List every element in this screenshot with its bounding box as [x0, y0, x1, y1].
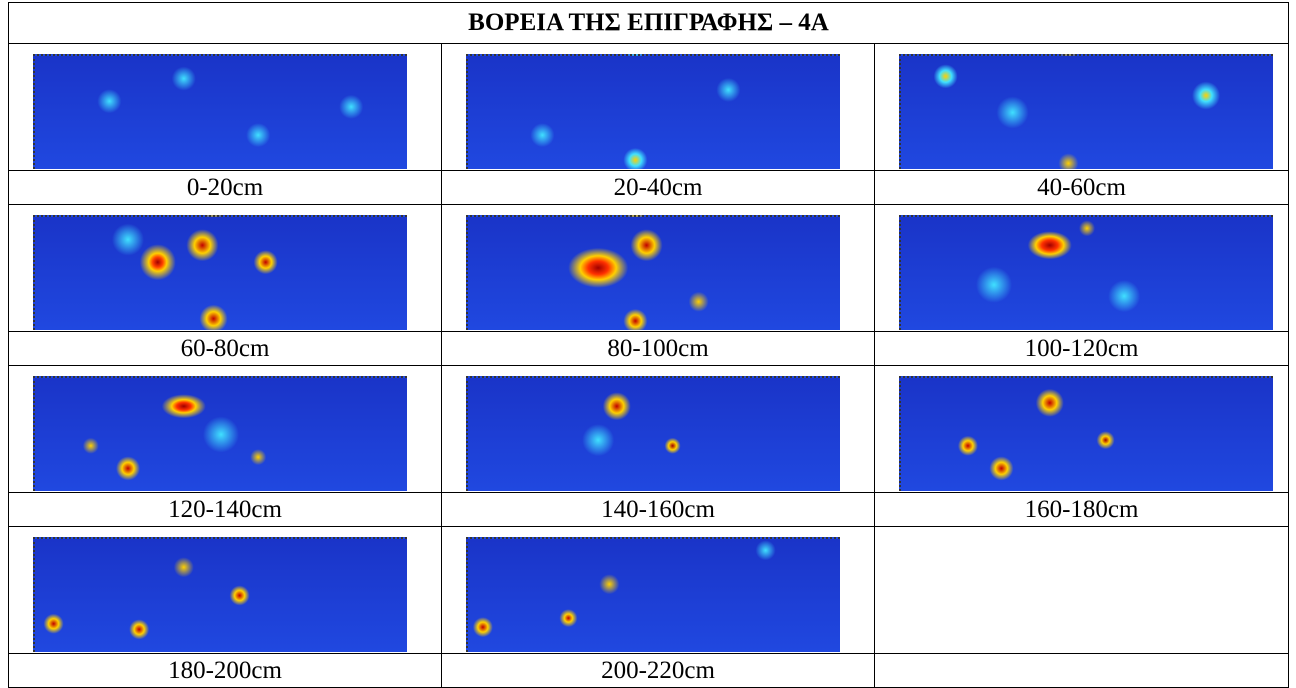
table-title: ΒΟΡΕΙΑ ΤΗΣ ΕΠΙΓΡΑΦΗΣ – 4Α [8, 2, 1289, 44]
panel-label: 140-160cm [441, 492, 875, 527]
panel-label: 160-180cm [874, 492, 1289, 527]
heatmap [466, 376, 840, 491]
panel-label: 60-80cm [8, 331, 442, 366]
panel-label: 180-200cm [8, 653, 442, 688]
panel-label: 0-20cm [8, 170, 442, 205]
results-table: ΒΟΡΕΙΑ ΤΗΣ ΕΠΙΓΡΑΦΗΣ – 4Α 0-20cm 20-40cm… [8, 2, 1289, 688]
panel-label: 200-220cm [441, 653, 875, 688]
heatmap [33, 215, 407, 330]
panel-label: 40-60cm [874, 170, 1289, 205]
heatmap [466, 54, 840, 169]
panel-label: 120-140cm [8, 492, 442, 527]
panel-label: 80-100cm [441, 331, 875, 366]
heatmap [33, 537, 407, 652]
heatmap [899, 215, 1273, 330]
heatmap [33, 54, 407, 169]
heatmap [899, 54, 1273, 169]
heatmap [466, 537, 840, 652]
heatmap [466, 215, 840, 330]
panel-label: 100-120cm [874, 331, 1289, 366]
heatmap [33, 376, 407, 491]
heatmap [899, 376, 1273, 491]
panel-label: 20-40cm [441, 170, 875, 205]
